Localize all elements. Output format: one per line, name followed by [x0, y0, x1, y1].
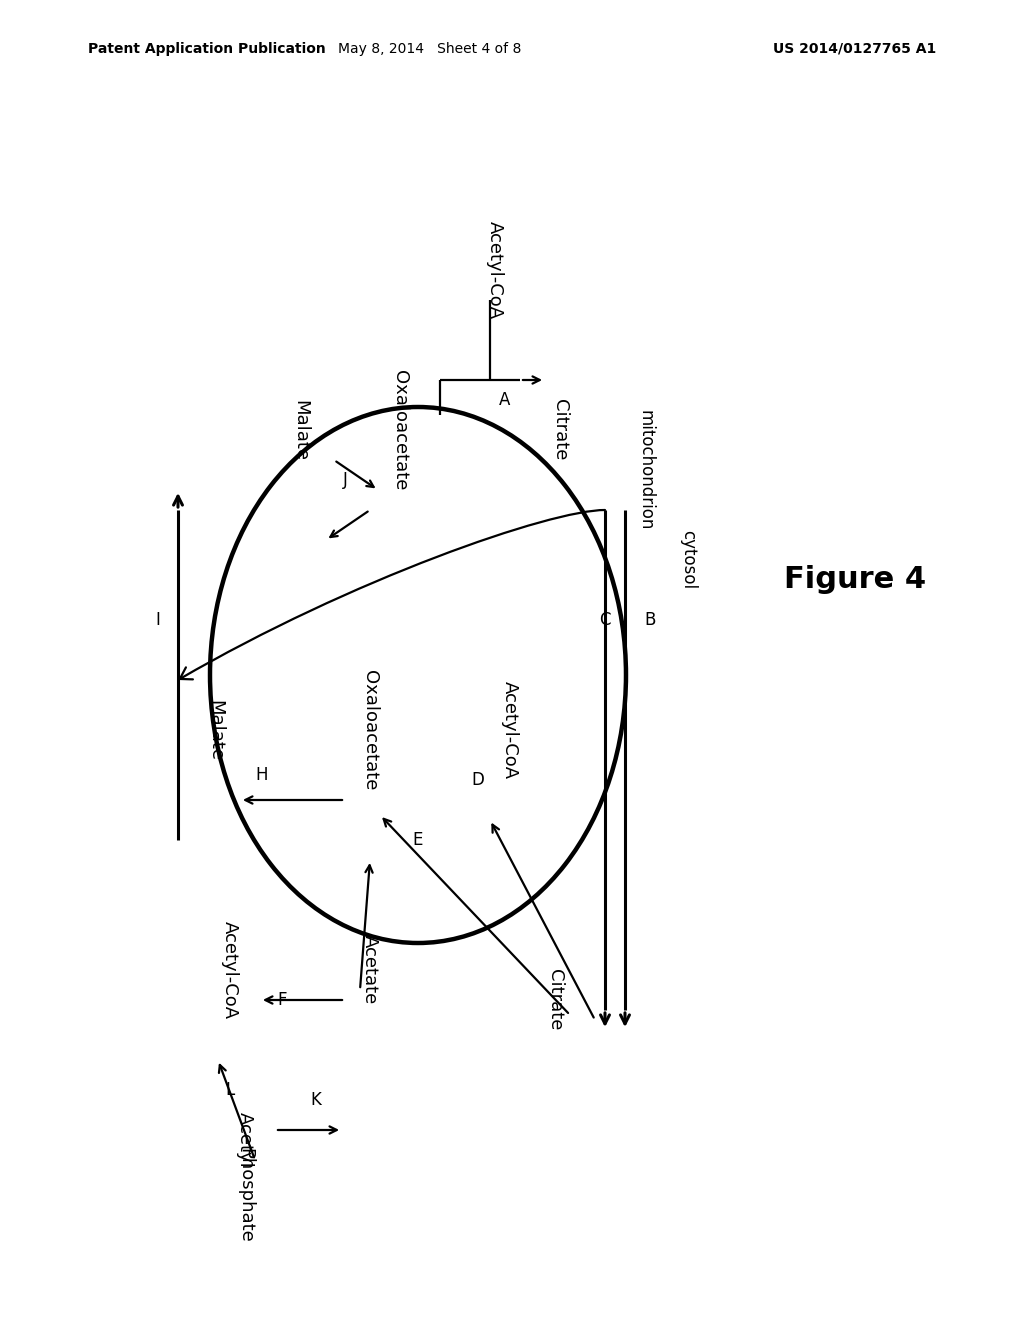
Text: Acetyl: Acetyl: [236, 1113, 254, 1168]
Text: Patent Application Publication: Patent Application Publication: [88, 42, 326, 55]
Text: US 2014/0127765 A1: US 2014/0127765 A1: [773, 42, 936, 55]
Text: H: H: [256, 766, 268, 784]
Text: Citrate: Citrate: [551, 400, 569, 461]
Text: Phosphate: Phosphate: [236, 1147, 254, 1242]
Text: D: D: [472, 771, 484, 789]
FancyArrowPatch shape: [180, 510, 605, 680]
Text: Acetyl-CoA: Acetyl-CoA: [221, 921, 239, 1019]
Text: Oxaloacetate: Oxaloacetate: [361, 669, 379, 791]
Text: May 8, 2014   Sheet 4 of 8: May 8, 2014 Sheet 4 of 8: [338, 42, 521, 55]
Text: C: C: [599, 611, 610, 630]
Text: Figure 4: Figure 4: [784, 565, 926, 594]
Text: Acetyl-CoA: Acetyl-CoA: [501, 681, 519, 779]
Text: F: F: [278, 991, 287, 1008]
Text: Malate: Malate: [206, 700, 224, 760]
Text: I: I: [156, 611, 161, 630]
Text: L: L: [225, 1081, 234, 1100]
Text: B: B: [644, 611, 655, 630]
Text: Citrate: Citrate: [546, 969, 564, 1031]
Text: mitochondrion: mitochondrion: [636, 409, 654, 531]
Text: J: J: [343, 471, 347, 488]
Text: Oxaloacetate: Oxaloacetate: [391, 370, 409, 490]
Text: E: E: [413, 832, 423, 849]
Text: Malate: Malate: [291, 400, 309, 461]
Text: cytosol: cytosol: [679, 531, 697, 590]
Text: A: A: [500, 391, 511, 409]
Text: Acetyl-CoA: Acetyl-CoA: [486, 220, 504, 319]
Text: Acetate: Acetate: [361, 936, 379, 1005]
Text: K: K: [310, 1092, 322, 1109]
